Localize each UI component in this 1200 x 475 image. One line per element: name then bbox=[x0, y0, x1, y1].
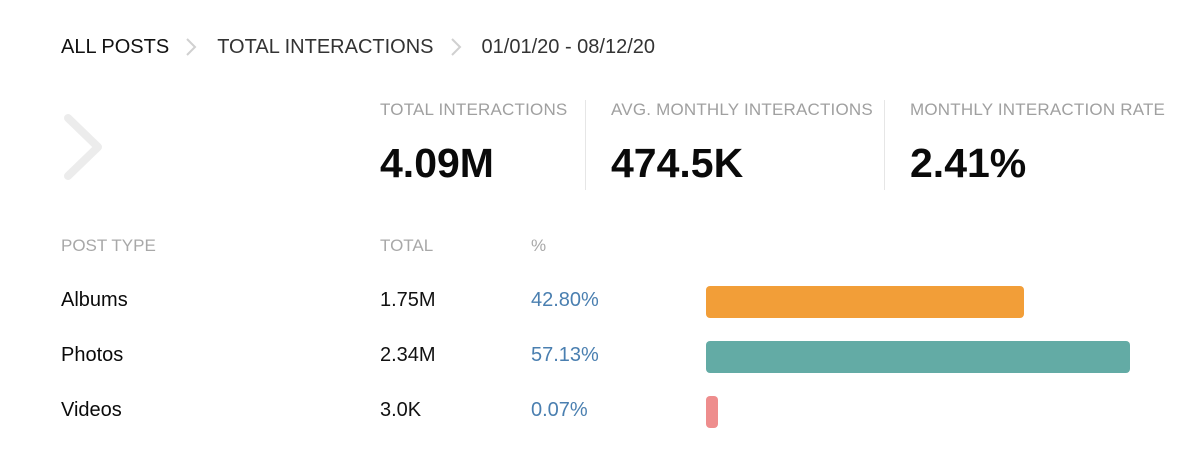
post-total: 1.75M bbox=[380, 289, 436, 311]
post-percent: 0.07% bbox=[531, 399, 588, 421]
breadcrumb-total-interactions[interactable]: TOTAL INTERACTIONS bbox=[217, 35, 434, 58]
post-total: 2.34M bbox=[380, 344, 436, 366]
stat-value: 4.09M bbox=[380, 140, 494, 186]
chevron-right-icon bbox=[185, 37, 197, 57]
stat-value: 474.5K bbox=[611, 140, 744, 186]
column-header-percent: % bbox=[531, 236, 547, 255]
table-row-videos[interactable]: Videos 3.0K 0.07% bbox=[0, 391, 1200, 431]
bar-track bbox=[706, 286, 1130, 318]
table-row-photos[interactable]: Photos 2.34M 57.13% bbox=[0, 336, 1200, 376]
bar-track bbox=[706, 396, 1130, 428]
breadcrumb-date-range: 01/01/20 - 08/12/20 bbox=[481, 35, 656, 58]
stat-total-interactions: TOTAL INTERACTIONS 4.09M bbox=[380, 100, 567, 187]
post-type: Photos bbox=[61, 344, 124, 366]
stat-label: TOTAL INTERACTIONS bbox=[380, 100, 568, 119]
column-header-post-type: POST TYPE bbox=[61, 236, 156, 255]
post-total: 3.0K bbox=[380, 399, 422, 421]
divider bbox=[585, 100, 586, 190]
breadcrumb-all-posts[interactable]: ALL POSTS bbox=[61, 35, 170, 58]
share-bar bbox=[706, 286, 1024, 318]
stat-value: 2.41% bbox=[910, 140, 1027, 186]
post-percent: 42.80% bbox=[531, 289, 599, 311]
post-type: Albums bbox=[61, 289, 128, 311]
table-row-albums[interactable]: Albums 1.75M 42.80% bbox=[0, 281, 1200, 321]
stat-label: MONTHLY INTERACTION RATE bbox=[910, 100, 1166, 119]
share-bar bbox=[706, 341, 1130, 373]
divider bbox=[884, 100, 885, 190]
stat-avg-monthly-interactions: AVG. MONTHLY INTERACTIONS 474.5K bbox=[611, 100, 873, 187]
breadcrumb: ALL POSTS TOTAL INTERACTIONS 01/01/20 - … bbox=[61, 34, 655, 60]
column-header-total: TOTAL bbox=[380, 236, 434, 255]
post-percent: 57.13% bbox=[531, 344, 599, 366]
stat-monthly-interaction-rate: MONTHLY INTERACTION RATE 2.41% bbox=[910, 100, 1165, 187]
stat-label: AVG. MONTHLY INTERACTIONS bbox=[611, 100, 873, 119]
chevron-right-icon[interactable] bbox=[62, 112, 106, 182]
bar-track bbox=[706, 341, 1130, 373]
chevron-right-icon bbox=[450, 37, 462, 57]
share-bar bbox=[706, 396, 718, 428]
post-type: Videos bbox=[61, 399, 122, 421]
